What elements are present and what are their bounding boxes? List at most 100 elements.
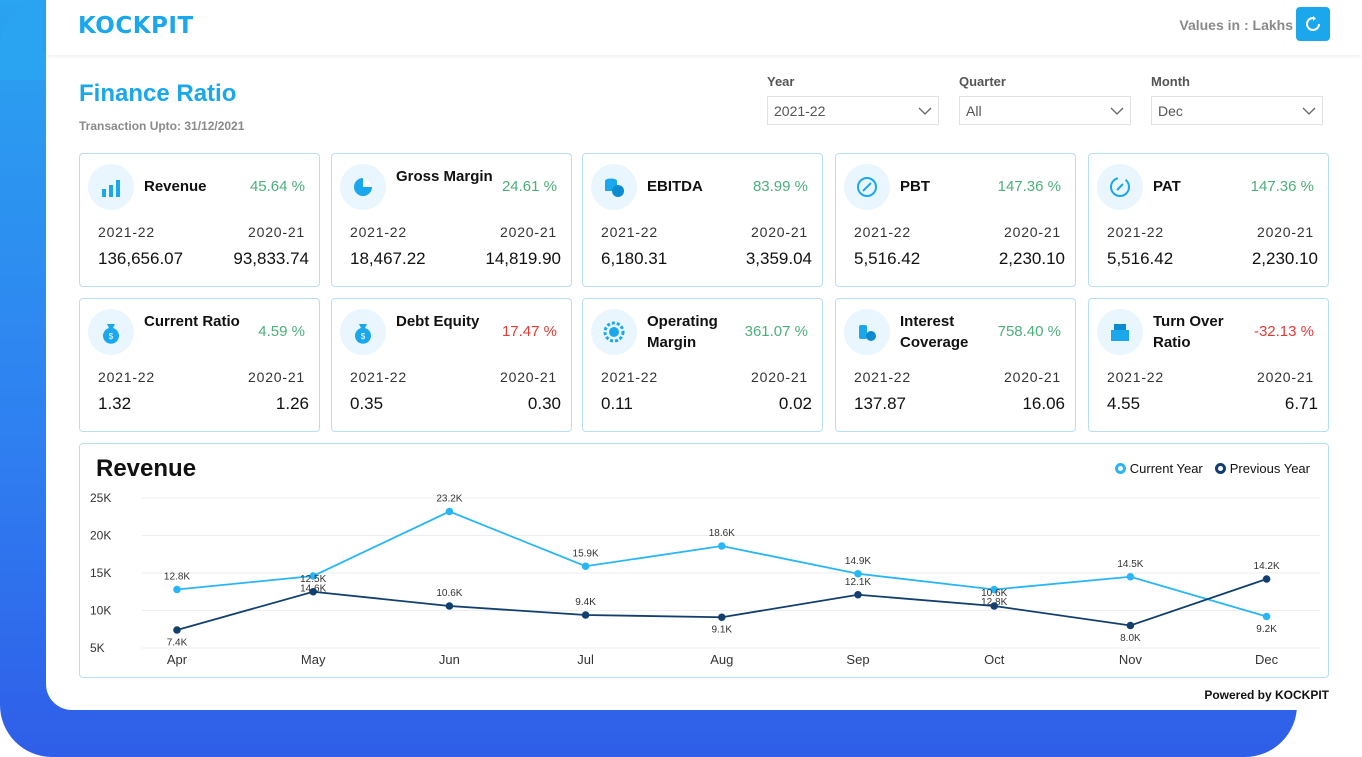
filter-label: Year <box>767 74 795 89</box>
card-change-percent: 147.36 % <box>997 178 1061 195</box>
current-year-label: 2021-22 <box>601 369 658 385</box>
powered-by-text: Powered by KOCKPIT <box>1204 688 1329 702</box>
y-tick-label: 5K <box>90 641 105 655</box>
kpi-card-ebitda[interactable]: EBITDA 83.99 % 2021-22 2020-21 6,180.31 3,359… <box>582 153 823 287</box>
filter-label: Month <box>1151 74 1190 89</box>
card-title: EBITDA <box>647 178 703 195</box>
data-label: 12.1K <box>845 577 871 588</box>
filter-value: All <box>966 102 982 119</box>
x-tick-label: Jul <box>577 652 594 667</box>
card-title: Debt Equity <box>396 313 480 330</box>
data-label: 9.2K <box>1256 624 1277 635</box>
previous-year-value: 0.02 <box>778 394 812 413</box>
legend-previous-year[interactable]: Previous Year <box>1214 461 1310 476</box>
card-change-percent: 83.99 % <box>752 178 808 195</box>
current-year-label: 2021-22 <box>98 224 155 240</box>
data-point <box>581 562 590 571</box>
data-point <box>990 585 998 594</box>
cash-register-icon <box>1097 309 1143 355</box>
data-point <box>718 542 726 550</box>
chevron-down-icon <box>1110 107 1124 115</box>
y-tick-label: 20K <box>90 529 111 543</box>
previous-year-value: 0.30 <box>527 394 561 413</box>
data-label: 7.4K <box>167 637 188 648</box>
chart-title: Revenue <box>96 455 197 482</box>
month-select[interactable]: Dec <box>1151 96 1323 125</box>
filter-value: 2021-22 <box>774 102 826 119</box>
data-point <box>445 602 454 610</box>
current-year-value: 0.35 <box>350 394 384 413</box>
card-title: Gross Margin <box>396 168 493 185</box>
previous-year-label: 2020-21 <box>248 369 305 385</box>
previous-year-value: 6.71 <box>1284 394 1318 413</box>
data-point <box>854 569 862 578</box>
data-point <box>718 613 726 622</box>
data-label: 12.5K <box>300 574 326 585</box>
previous-year-value: 1.26 <box>275 394 309 413</box>
percent-circle-icon <box>844 164 890 210</box>
previous-year-value: 2,230.10 <box>1251 249 1318 268</box>
kpi-card-operating-margin[interactable]: Operating Margin 361.07 % 2021-22 2020-21 0.… <box>582 298 823 432</box>
current-year-label: 2021-22 <box>1107 369 1164 385</box>
kpi-card-revenue[interactable]: Revenue 45.64 % 2021-22 2020-21 136,656.07 93… <box>79 153 320 287</box>
kpi-card-gross-margin[interactable]: Gross Margin 24.61 % 2021-22 2020-21 18,467.… <box>331 153 572 287</box>
data-label: 9.4K <box>575 597 596 608</box>
card-change-percent: -32.13 % <box>1253 323 1314 340</box>
current-year-value: 0.11 <box>601 394 633 413</box>
data-point <box>854 590 862 599</box>
kpi-card-turn-over-ratio[interactable]: Turn Over Ratio -32.13 % 2021-22 2020-21 4.5… <box>1088 298 1329 432</box>
current-year-value: 5,516.42 <box>854 249 921 268</box>
data-point <box>309 587 317 596</box>
data-label: 8.0K <box>1120 633 1141 644</box>
year-filter: Year 2021-22 <box>767 74 939 125</box>
card-title: Current Ratio <box>144 313 240 330</box>
svg-text:$: $ <box>109 332 114 341</box>
gear-coin-icon <box>591 309 637 355</box>
refresh-button[interactable] <box>1296 7 1330 41</box>
previous-year-label: 2020-21 <box>500 369 557 385</box>
top-bar: KOCKPIT Values in : Lakhs <box>46 0 1362 55</box>
card-title: Interest Coverage <box>900 313 969 351</box>
chart-bars-icon <box>88 164 134 210</box>
x-tick-label: Nov <box>1119 652 1143 667</box>
data-label: 9.1K <box>712 625 733 636</box>
data-label: 10.6K <box>981 588 1007 599</box>
kpi-card-pat[interactable]: PAT 147.36 % 2021-22 2020-21 5,516.42 2,230.1… <box>1088 153 1329 287</box>
money-bag-icon: $ <box>340 309 386 355</box>
previous-year-label: 2020-21 <box>1257 369 1314 385</box>
data-label: 10.6K <box>436 588 462 599</box>
data-label: 14.9K <box>845 556 871 567</box>
values-unit-label: Values in : Lakhs <box>1179 17 1293 33</box>
kpi-card-pbt[interactable]: PBT 147.36 % 2021-22 2020-21 5,516.42 2,230.1… <box>835 153 1076 287</box>
x-tick-label: Apr <box>167 652 188 667</box>
dashboard-panel: KOCKPIT Values in : Lakhs Finance Ratio … <box>46 0 1362 710</box>
previous-year-label: 2020-21 <box>751 224 808 240</box>
kockpit-logo: KOCKPIT <box>78 13 194 39</box>
quarter-select[interactable]: All <box>959 96 1131 125</box>
year-select[interactable]: 2021-22 <box>767 96 939 125</box>
page-title: Finance Ratio <box>79 80 237 107</box>
legend-current-year[interactable]: Current Year <box>1114 461 1203 476</box>
card-change-percent: 4.59 % <box>258 323 305 340</box>
card-change-percent: 24.61 % <box>501 178 557 195</box>
data-label: 14.5K <box>1117 559 1143 570</box>
previous-year-value: 16.06 <box>1022 394 1065 413</box>
filter-value: Dec <box>1158 102 1183 119</box>
card-change-percent: 361.07 % <box>744 323 808 340</box>
coins-icon <box>591 164 637 210</box>
percent-cycle-icon <box>1097 164 1143 210</box>
current-year-value: 1.32 <box>98 394 132 413</box>
kpi-card-current-ratio[interactable]: $ Current Ratio 4.59 % 2021-22 2020-21 1.32 1.… <box>79 298 320 432</box>
data-point <box>173 626 181 634</box>
kpi-card-debt-equity[interactable]: $ Debt Equity 17.47 % 2021-22 2020-21 0.35 0.3… <box>331 298 572 432</box>
current-year-label: 2021-22 <box>350 369 407 385</box>
previous-year-label: 2020-21 <box>1257 224 1314 240</box>
current-year-label: 2021-22 <box>350 224 407 240</box>
y-tick-label: 25K <box>90 491 111 505</box>
refresh-icon <box>1306 16 1320 31</box>
svg-text:$: $ <box>361 332 366 341</box>
kpi-card-interest-coverage[interactable]: Interest Coverage 758.40 % 2021-22 2020-21 1… <box>835 298 1076 432</box>
card-title: Turn Over Ratio <box>1153 313 1224 351</box>
current-year-value: 136,656.07 <box>98 249 184 268</box>
card-title: PAT <box>1153 178 1181 195</box>
